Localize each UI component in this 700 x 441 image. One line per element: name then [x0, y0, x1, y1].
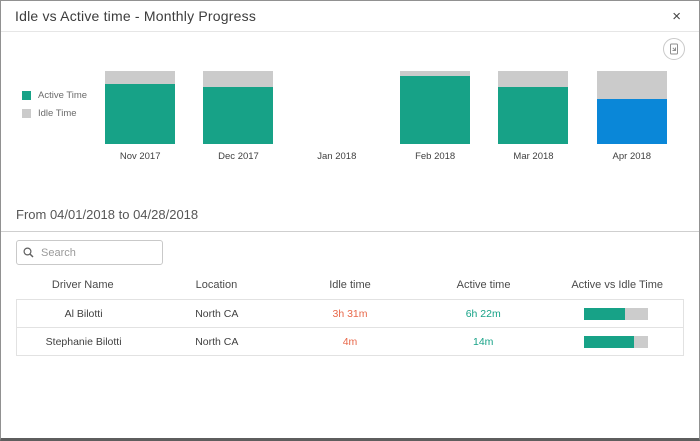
col-header-location: Location: [195, 279, 238, 291]
col-header-driver-name: Driver Name: [51, 279, 114, 291]
dialog-title: Idle vs Active time - Monthly Progress: [15, 8, 257, 24]
idle-time-value: 3h 31m: [332, 307, 368, 320]
close-button[interactable]: ×: [668, 7, 685, 26]
bar-label: Mar 2018: [513, 151, 554, 162]
dialog-header: Idle vs Active time - Monthly Progress ×: [1, 1, 699, 32]
close-icon: ×: [672, 7, 681, 25]
table-header-row: Driver Name Location Idle time Active ti…: [16, 279, 684, 291]
monthly-progress-chart: Active Time Idle Time Nov 2017 Dec 2017 …: [1, 71, 699, 173]
bar-label: Feb 2018: [415, 151, 456, 162]
bar-jan-2018[interactable]: Jan 2018: [288, 71, 386, 162]
idle-time-swatch-icon: [22, 109, 31, 118]
col-header-idle-time: Idle time: [329, 279, 371, 291]
search-box[interactable]: [16, 240, 163, 265]
ratio-track: [584, 335, 649, 348]
search-input[interactable]: [39, 245, 156, 260]
col-header-active-time: Active time: [456, 279, 511, 291]
driver-name: Stephanie Bilotti: [45, 335, 122, 348]
active-vs-idle-bar: [550, 335, 683, 348]
col-header-active-vs-idle: Active vs Idle Time: [571, 279, 664, 291]
bar-feb-2018[interactable]: Feb 2018: [386, 71, 484, 162]
export-button[interactable]: [663, 38, 685, 60]
driver-location: North CA: [195, 335, 239, 348]
ratio-fill: [584, 335, 635, 348]
date-range-section: From 04/01/2018 to 04/28/2018: [1, 206, 699, 232]
search-icon: [23, 247, 34, 258]
bar-nov-2017[interactable]: Nov 2017: [91, 71, 189, 162]
active-time-value: 6h 22m: [465, 307, 501, 320]
bars-row: Nov 2017 Dec 2017 Jan 2018 Feb 2018 Mar …: [91, 71, 681, 162]
ratio-fill: [584, 307, 626, 320]
bar-dec-2017[interactable]: Dec 2017: [189, 71, 287, 162]
bar-mar-2018[interactable]: Mar 2018: [484, 71, 582, 162]
legend-label-idle: Idle Time: [38, 108, 77, 119]
table-row[interactable]: Stephanie Bilotti North CA 4m 14m: [16, 327, 684, 356]
driver-name: Al Bilotti: [64, 307, 103, 320]
chart-legend: Active Time Idle Time: [22, 90, 87, 126]
active-time-swatch-icon: [22, 91, 31, 100]
legend-item-idle[interactable]: Idle Time: [22, 108, 87, 119]
date-range-text: From 04/01/2018 to 04/28/2018: [16, 207, 199, 222]
drivers-table: Driver Name Location Idle time Active ti…: [16, 279, 684, 356]
active-time-value: 14m: [472, 335, 494, 348]
driver-location: North CA: [195, 307, 239, 320]
export-image-icon: [670, 43, 678, 55]
active-vs-idle-bar: [550, 307, 683, 320]
ratio-track: [584, 307, 649, 320]
legend-label-active: Active Time: [38, 90, 88, 101]
bar-label: Jan 2018: [317, 151, 357, 162]
bar-label: Nov 2017: [119, 151, 161, 162]
bar-label: Apr 2018: [612, 151, 652, 162]
bar-label: Dec 2017: [218, 151, 259, 162]
idle-time-value: 4m: [342, 335, 358, 348]
table-row[interactable]: Al Bilotti North CA 3h 31m 6h 22m: [16, 299, 684, 328]
legend-item-active[interactable]: Active Time: [22, 90, 87, 101]
bar-apr-2018[interactable]: Apr 2018: [583, 71, 681, 162]
